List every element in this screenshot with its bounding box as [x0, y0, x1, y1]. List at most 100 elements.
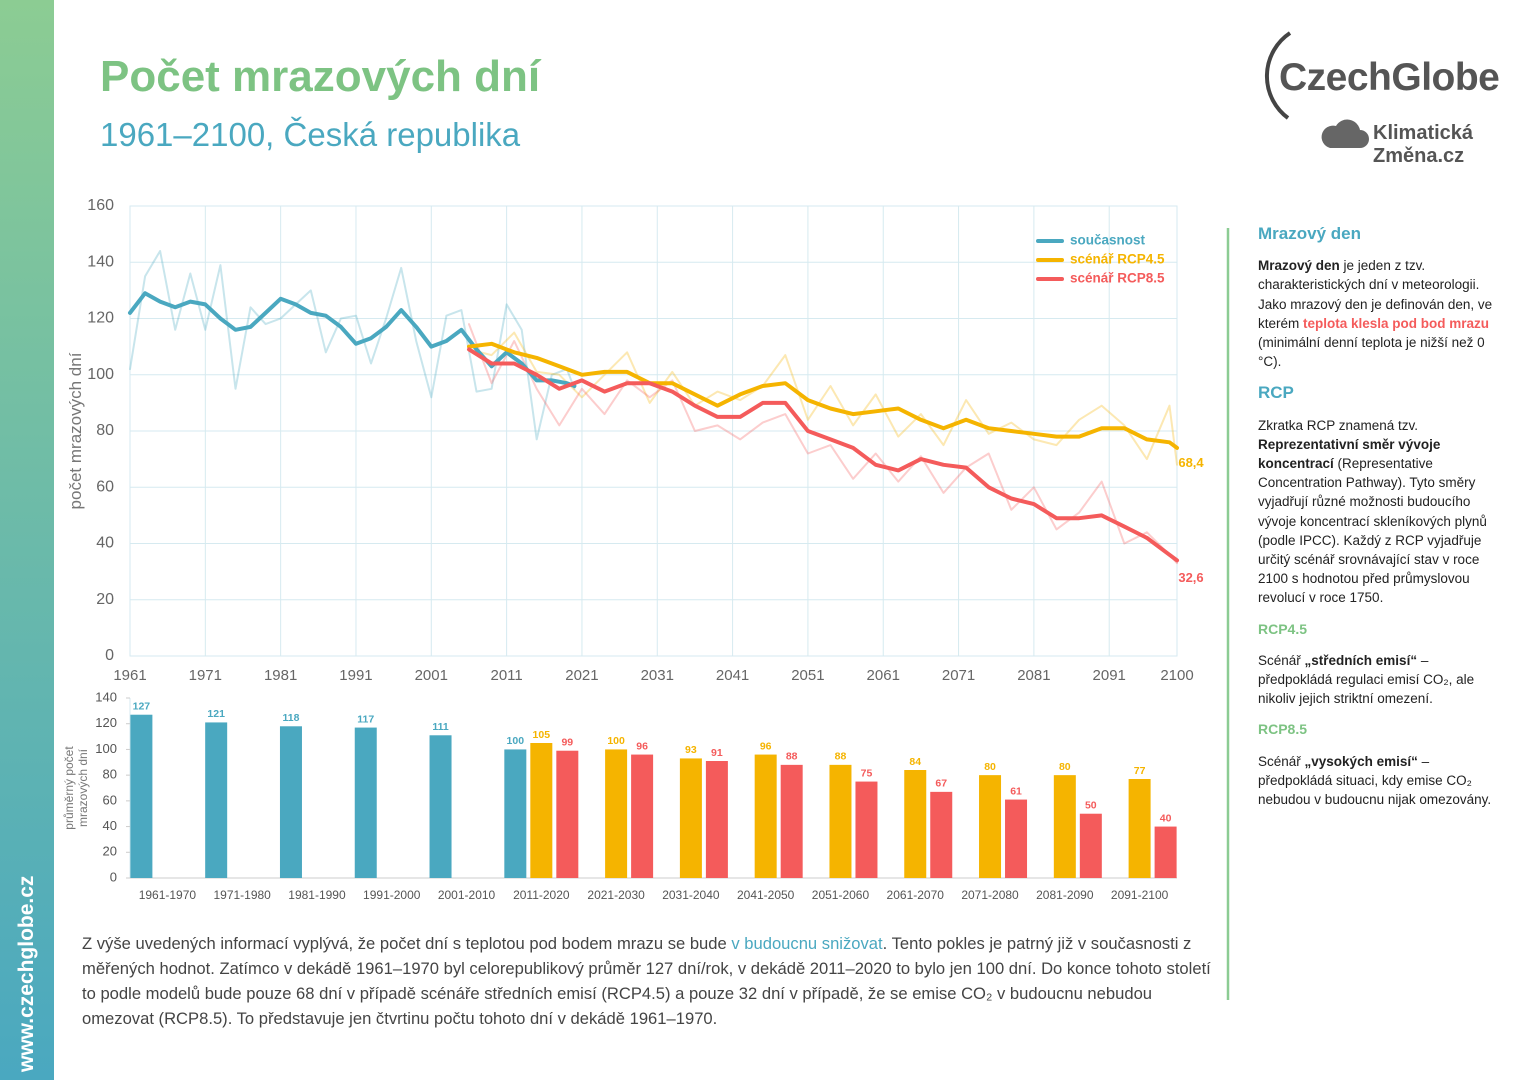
data-label: 40 [1160, 812, 1172, 824]
bar [979, 775, 1002, 878]
section-heading: RCP8.5 [1258, 721, 1308, 738]
x-tick-label: 2081 [1017, 667, 1050, 684]
x-tick-label: 2071 [942, 667, 975, 684]
logo-name: CzechGlobe [1279, 56, 1500, 99]
subtitle: 1961–2100, Česká republika [100, 116, 521, 153]
text-run: Mrazový den [1258, 258, 1340, 274]
data-label: 80 [1059, 761, 1071, 773]
text-run: Zkratka RCP znamená tzv. [1258, 417, 1419, 433]
end-label: 32,6 [1178, 570, 1203, 585]
section-heading: RCP [1258, 383, 1294, 403]
logo-line: Klimatická [1373, 122, 1474, 144]
bar [855, 781, 878, 878]
text-run: (Representative Concentration Pathway). … [1258, 456, 1487, 606]
x-tick-label: 2061-2070 [887, 888, 945, 902]
bar [829, 764, 852, 878]
bar [429, 735, 452, 878]
x-tick-label: 2041-2050 [737, 888, 795, 902]
x-tick-label: 2051 [791, 667, 824, 684]
data-label: 96 [636, 740, 648, 752]
bar [205, 722, 228, 878]
section-text: Zkratka RCP znamená tzv. Reprezentativní… [1258, 416, 1500, 608]
data-label: 127 [133, 700, 151, 712]
side-band [0, 0, 54, 1080]
data-label: 99 [561, 736, 573, 748]
x-tick-label: 2100 [1160, 667, 1193, 684]
data-label: 88 [835, 751, 847, 763]
bar [605, 749, 628, 878]
data-label: 93 [685, 744, 697, 756]
data-label: 100 [507, 735, 525, 747]
x-tick-label: 2031-2040 [662, 888, 720, 902]
data-label: 105 [533, 729, 551, 741]
bar [279, 726, 302, 878]
bar [130, 714, 153, 878]
y-tick-label: 140 [87, 253, 114, 270]
y-tick-label: 80 [96, 422, 114, 439]
section-text: Mrazový den je jeden z tzv. charakterist… [1258, 256, 1500, 371]
y-tick-label: 120 [87, 310, 114, 327]
x-tick-label: 2051-2060 [812, 888, 870, 902]
x-tick-label: 2031 [641, 667, 674, 684]
series-line [467, 347, 1179, 563]
bar [504, 749, 527, 878]
bar [631, 754, 654, 878]
data-label: 111 [432, 721, 449, 733]
logo-line: Změna.cz [1373, 145, 1465, 167]
text-run: v budoucnu snižovat [731, 934, 883, 953]
section-heading: RCP4.5 [1258, 620, 1308, 637]
bar [354, 727, 377, 878]
bar [705, 761, 728, 878]
x-tick-label: 2081-2090 [1036, 888, 1094, 902]
data-label: 61 [1010, 785, 1022, 797]
x-tick-label: 1971 [189, 667, 222, 684]
x-tick-label: 2021-2030 [587, 888, 645, 902]
text-run: Z výše uvedených informací vyplývá, že p… [82, 934, 732, 953]
bar [754, 754, 777, 878]
y-tick-label: 120 [95, 715, 117, 730]
y-tick-label: 100 [87, 366, 114, 383]
bar [1079, 813, 1102, 878]
x-tick-label: 2001-2010 [438, 888, 496, 902]
bar [530, 743, 553, 878]
text-run: . Tento pokles je patrný již v současnos… [82, 934, 1211, 1028]
y-tick-label: 0 [105, 647, 114, 664]
data-label: 121 [207, 708, 225, 720]
bar [1053, 775, 1076, 878]
x-tick-label: 1961 [113, 667, 146, 684]
data-label: 84 [909, 756, 921, 768]
series-line [128, 291, 577, 388]
data-label: 100 [607, 735, 625, 747]
data-label: 96 [760, 740, 772, 752]
text-run: (minimální denní teplota je nižší než 0 … [1258, 335, 1485, 370]
x-tick-label: 2061 [867, 667, 900, 684]
data-label: 88 [786, 751, 798, 763]
raw-line [468, 323, 1178, 565]
y-axis-label: průměrný počet mrazových dní [62, 746, 90, 830]
x-tick-label: 2071-2080 [961, 888, 1019, 902]
y-tick-label: 60 [103, 792, 117, 807]
y-tick-label: 0 [110, 869, 117, 884]
x-tick-label: 1971-1980 [213, 888, 271, 902]
x-tick-label: 1961-1970 [139, 888, 197, 902]
x-tick-label: 1991 [339, 667, 372, 684]
bar [1154, 826, 1177, 878]
legend-label: scénář RCP8.5 [1070, 271, 1165, 286]
text-run: „středních emisí“ [1304, 652, 1418, 668]
x-tick-label: 2041 [716, 667, 749, 684]
text-run: Scénář [1258, 753, 1305, 769]
data-label: 67 [935, 778, 947, 790]
legend-label: scénář RCP4.5 [1070, 252, 1165, 267]
text-run: – předpokládá regulaci emisí CO₂, ale ni… [1258, 652, 1475, 707]
x-tick-label: 1991-2000 [363, 888, 421, 902]
y-tick-label: 140 [95, 689, 117, 704]
x-tick-label: 2021 [565, 667, 598, 684]
text-run: je jeden z tzv. charakteristických dní v… [1258, 258, 1493, 331]
section-text: Scénář „vysokých emisí“ – předpokládá si… [1258, 752, 1500, 810]
data-label: 75 [861, 767, 873, 779]
raw-line [468, 331, 1178, 466]
x-tick-label: 2001 [415, 667, 448, 684]
y-tick-label: 100 [95, 741, 117, 756]
x-tick-label: 1981-1990 [288, 888, 346, 902]
y-tick-label: 60 [96, 478, 114, 495]
